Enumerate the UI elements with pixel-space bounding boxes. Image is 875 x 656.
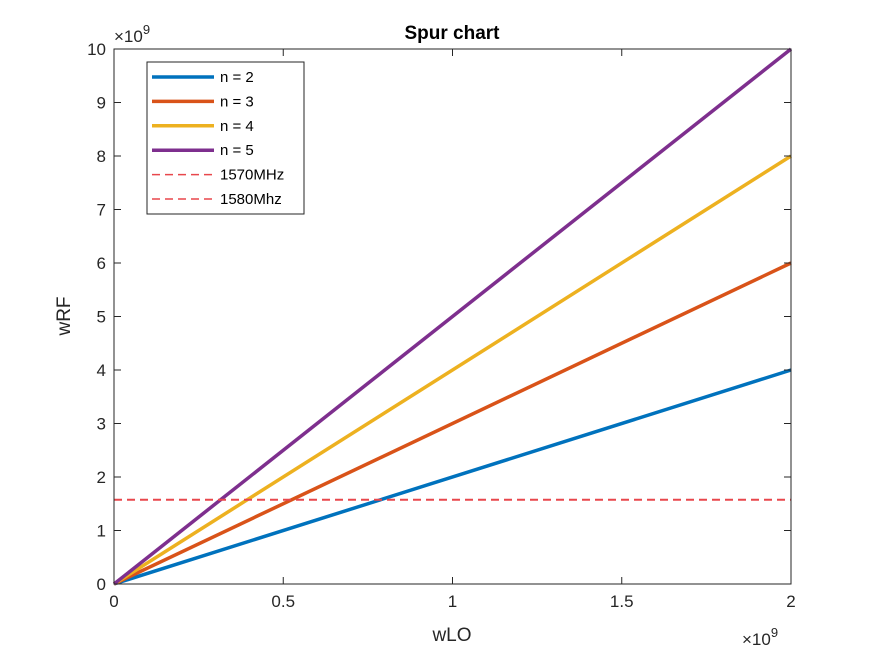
y-tick-label: 2 [97, 468, 106, 487]
x-axis-label: wLO [431, 625, 471, 646]
y-tick-label: 0 [97, 575, 106, 594]
legend-label-1: n = 2 [220, 69, 254, 86]
legend-label-2: n = 3 [220, 93, 254, 110]
y-tick-label: 3 [97, 415, 106, 434]
series-line-1 [113, 368, 792, 586]
x-exponent-power: 9 [771, 625, 778, 640]
legend-label-4: n = 5 [220, 142, 254, 159]
y-tick-label: 5 [97, 308, 106, 327]
chart-title: Spur chart [404, 23, 500, 44]
y-tick-label: 9 [97, 94, 106, 113]
legend-label-6: 1580Mhz [220, 191, 282, 208]
series-layer [112, 47, 793, 586]
y-exponent-base: ×10 [114, 27, 143, 46]
legend: n = 2 n = 3 n = 4 n = 5 1570MHz 1580Mhz [146, 61, 305, 215]
x-tick-label: 1.5 [610, 592, 634, 611]
y-tick-label: 6 [97, 254, 106, 273]
y-axis-exponent: ×109 [114, 22, 150, 46]
series-line-3 [113, 154, 792, 586]
y-tick-label: 1 [97, 522, 106, 541]
y-axis-label: wRF [54, 296, 75, 336]
y-tick-label: 4 [97, 361, 106, 380]
x-tick-label: 0.5 [271, 592, 295, 611]
y-exponent-power: 9 [143, 22, 150, 37]
series-line-2 [113, 261, 792, 586]
x-axis-exponent: ×109 [742, 625, 778, 649]
series-line-4 [112, 47, 793, 586]
y-tick-label: 8 [97, 147, 106, 166]
x-exponent-base: ×10 [742, 630, 771, 649]
legend-label-5: 1570MHz [220, 167, 284, 184]
ticks-layer: 0 0.5 1 1.5 2 0 1 2 3 4 5 6 7 8 9 10 [87, 40, 796, 611]
x-tick-label: 0 [109, 592, 118, 611]
legend-label-3: n = 4 [220, 118, 254, 135]
x-tick-label: 2 [786, 592, 795, 611]
x-tick-label: 1 [448, 592, 457, 611]
y-tick-label: 10 [87, 40, 106, 59]
y-tick-label: 7 [97, 201, 106, 220]
legend-box [146, 61, 305, 215]
